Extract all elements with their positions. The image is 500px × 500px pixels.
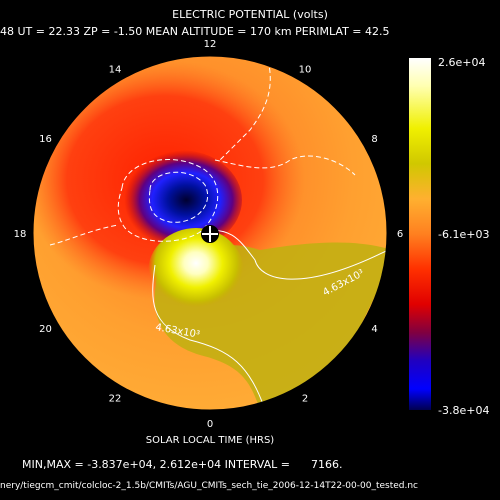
hour-label-6: 6	[397, 229, 403, 240]
contour-dayside	[219, 59, 271, 161]
contour-negative-inner	[148, 171, 208, 223]
pole-marker-icon	[201, 225, 219, 243]
polar-disk-outline	[32, 55, 388, 411]
hour-label-20: 20	[39, 324, 52, 335]
colorbar-min-label: -3.8e+04	[438, 404, 489, 417]
contour-positive-outer	[152, 264, 266, 410]
potential-field	[33, 56, 387, 410]
header-info-line: 48 UT = 22.33 ZP = -1.50 MEAN ALTITUDE =…	[0, 25, 390, 38]
hour-label-22: 22	[109, 394, 122, 405]
hour-label-2: 2	[302, 394, 308, 405]
colorbar-max-label: 2.6e+04	[438, 56, 485, 69]
hour-label-8: 8	[371, 134, 377, 145]
hour-label-14: 14	[109, 65, 122, 76]
colorbar-mid-label: -6.1e+03	[438, 228, 489, 241]
contour-positive-right	[199, 229, 387, 280]
hour-label-16: 16	[39, 134, 52, 145]
contour-negative-outer	[117, 159, 219, 242]
contour-evening	[49, 224, 119, 246]
x-axis-label: SOLAR LOCAL TIME (HRS)	[146, 435, 275, 446]
chart-title: ELECTRIC POTENTIAL (volts)	[172, 8, 328, 21]
hour-label-4: 4	[371, 324, 377, 335]
hour-label-10: 10	[299, 65, 312, 76]
stats-line: MIN,MAX = -3.837e+04, 2.612e+04 INTERVAL…	[22, 458, 342, 471]
file-path: nery/tiegcm_cmit/colcloc-2_1.5b/CMITs/AG…	[0, 481, 418, 491]
hour-label-18: 18	[14, 229, 27, 240]
hour-labels: 0 2 4 6 8 10 12 14 16 18 20 22	[14, 39, 404, 430]
hour-label-12: 12	[204, 39, 217, 50]
hour-label-0: 0	[207, 419, 213, 430]
colorbar	[409, 58, 431, 410]
